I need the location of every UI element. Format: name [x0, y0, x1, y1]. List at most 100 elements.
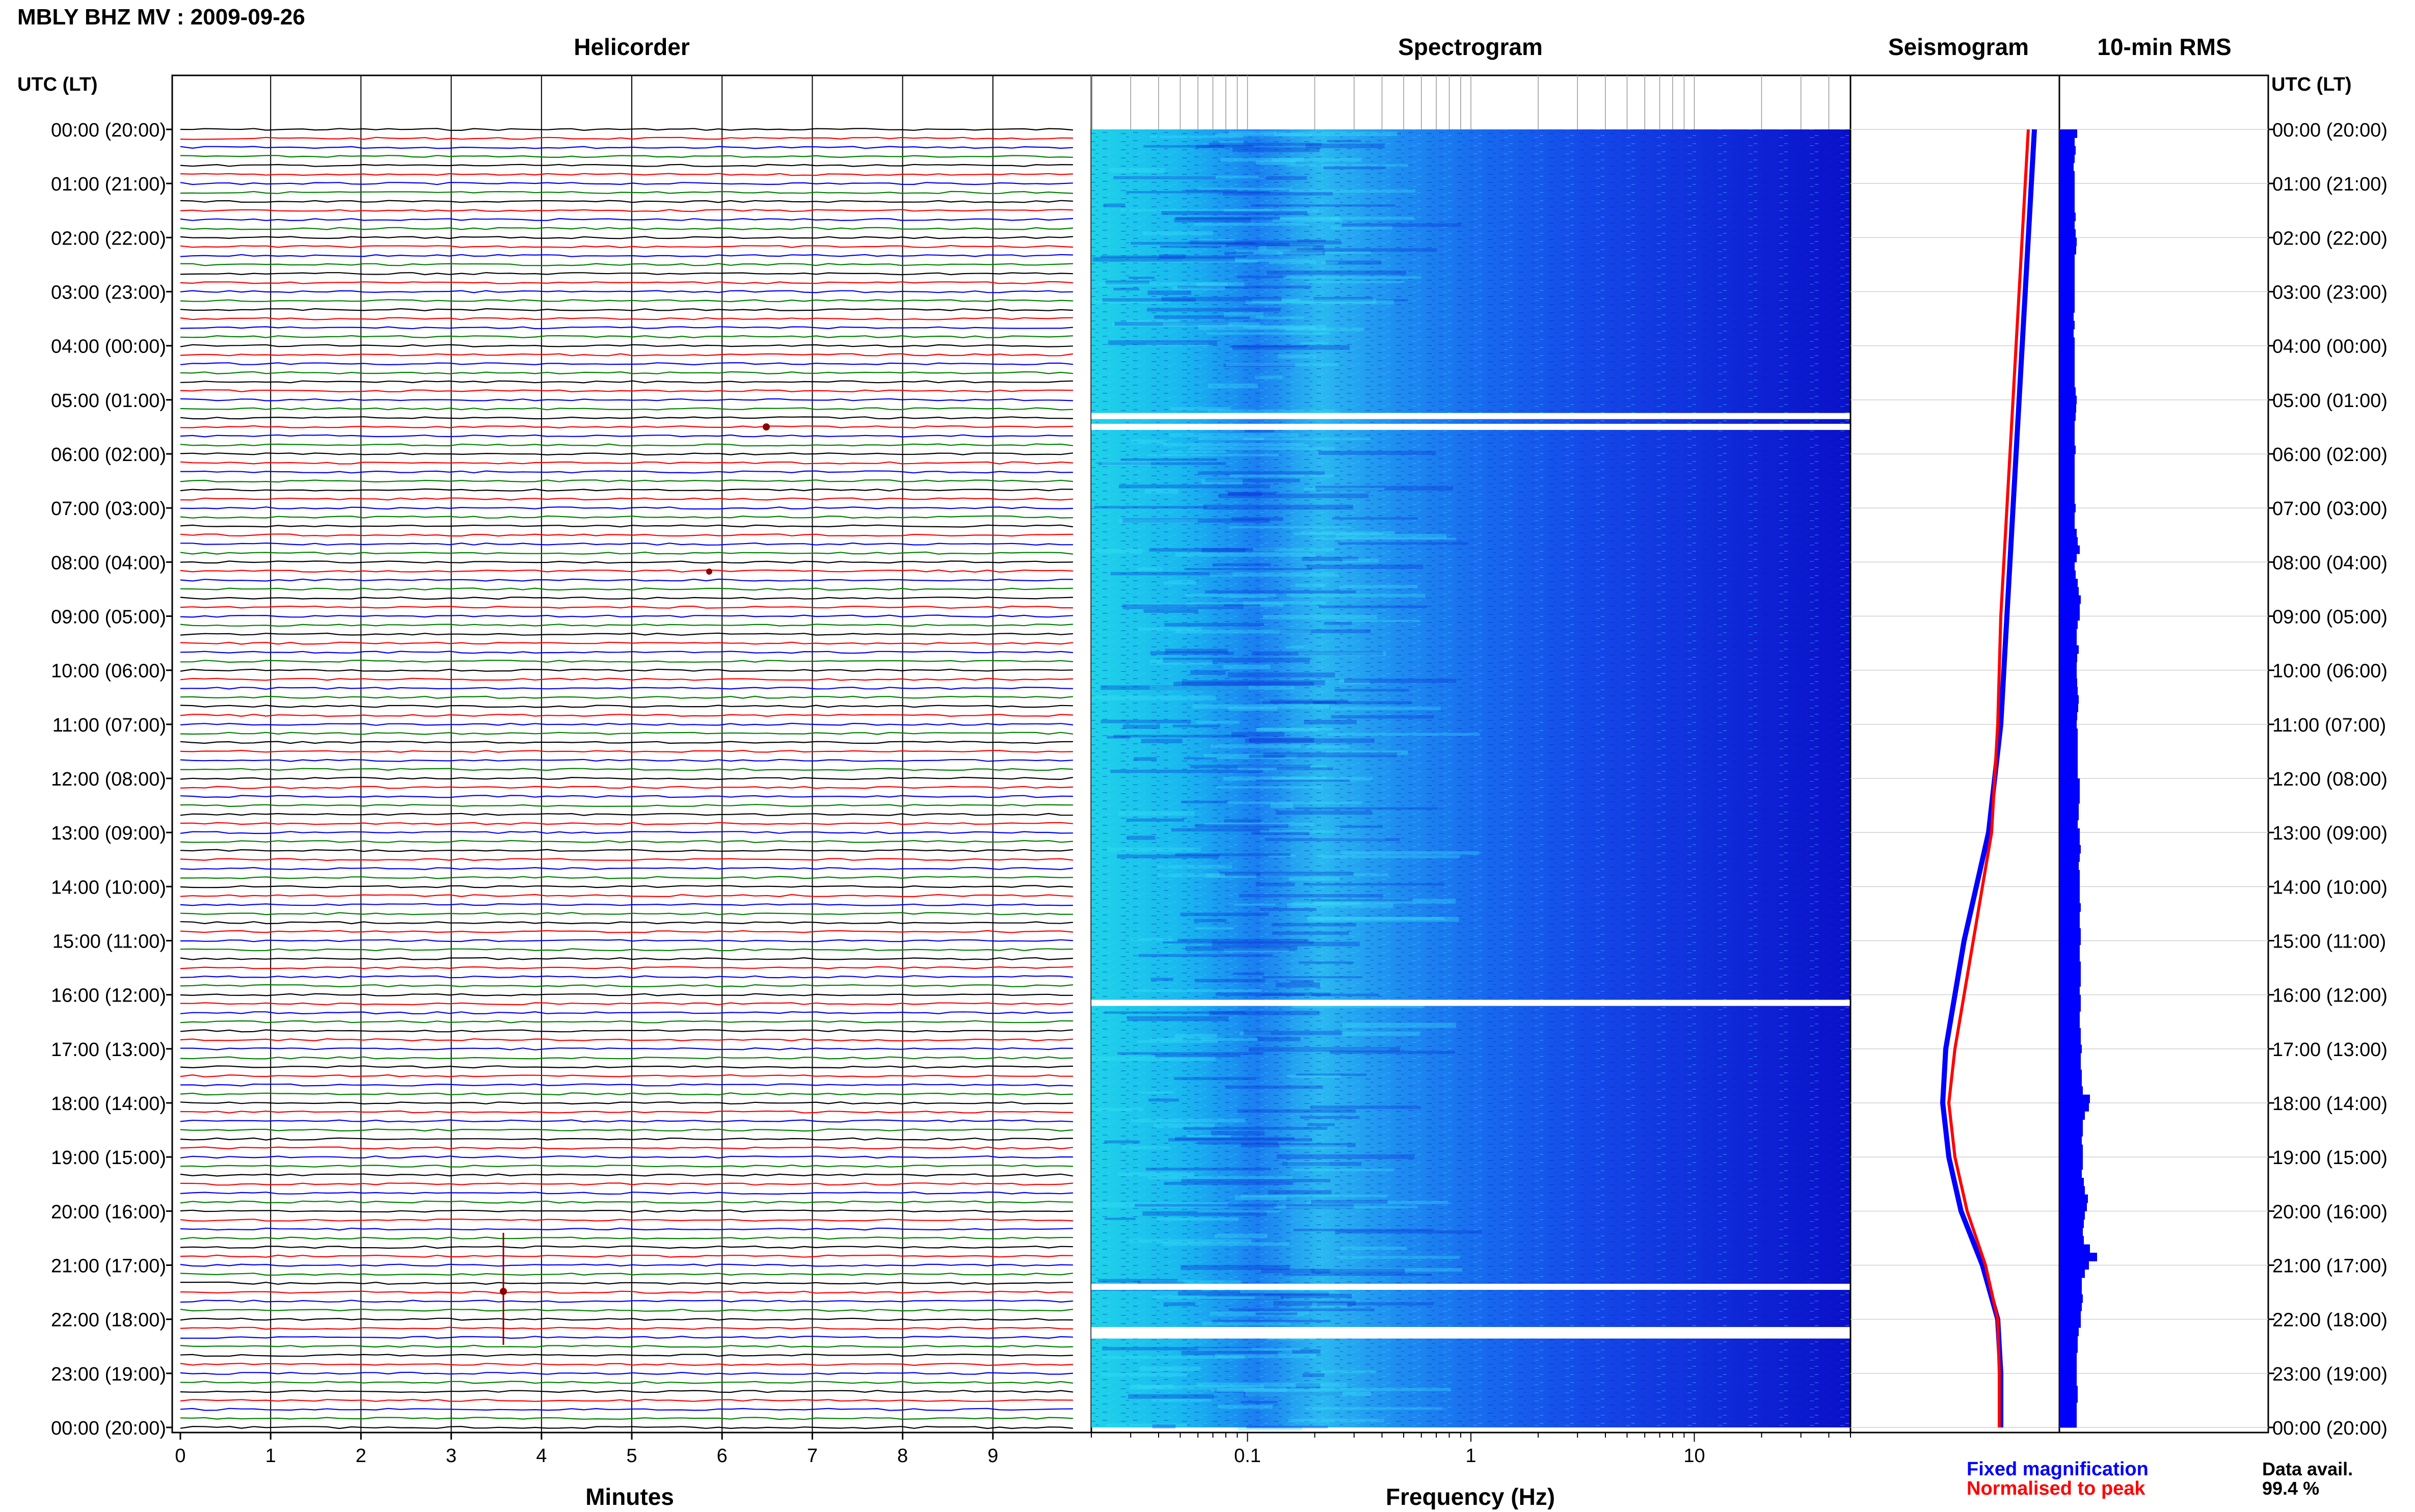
- data-avail-value: 99.4 %: [2262, 1478, 2319, 1499]
- rms-bar: [2059, 1244, 2090, 1253]
- spectrogram-band: [1272, 218, 1343, 222]
- spectrogram-band: [1237, 1427, 1302, 1430]
- rms-bar: [2059, 304, 2075, 313]
- spectrogram-band: [1260, 830, 1335, 833]
- spectrogram-band: [1241, 1143, 1356, 1147]
- hour-label-left: 09:00 (05:00): [51, 607, 166, 628]
- spectrogram-band: [1223, 209, 1319, 212]
- spectrogram-band: [1205, 478, 1300, 482]
- rms-bar: [2059, 1236, 2084, 1245]
- spectrogram-band: [1154, 315, 1256, 319]
- helicorder-trace: [180, 1381, 1074, 1384]
- spectrogram-band: [1268, 854, 1296, 857]
- helicorder-trace: [180, 128, 1074, 131]
- spectrogram-band: [1177, 1291, 1329, 1296]
- helicorder-trace: [180, 1417, 1074, 1420]
- rms-bar: [2059, 404, 2076, 413]
- spectrogram-band: [1215, 992, 1331, 996]
- spectrogram-band: [1153, 1123, 1215, 1128]
- spectrogram-band: [1204, 822, 1314, 826]
- spectrogram-band: [1262, 701, 1337, 704]
- spectrogram-band: [1211, 1389, 1319, 1392]
- helicorder-trace: [180, 867, 1074, 871]
- spectrogram-band: [1279, 629, 1371, 633]
- spectrogram-band: [1163, 657, 1310, 663]
- rms-title: 10-min RMS: [2097, 34, 2231, 60]
- helicorder-trace: [180, 1281, 1074, 1285]
- spectrogram-band: [1239, 894, 1384, 898]
- rms-bar: [2059, 354, 2075, 363]
- helicorder-trace: [180, 894, 1074, 898]
- spectrogram-band: [1215, 133, 1312, 137]
- rms-bar: [2059, 504, 2076, 512]
- rms-bar: [2059, 1328, 2079, 1336]
- spectrogram-band: [1182, 259, 1316, 262]
- helicorder-trace: [180, 425, 1074, 429]
- spectrogram-band: [1335, 534, 1447, 539]
- rms-bar: [2059, 895, 2080, 904]
- spectrogram-band: [1152, 1295, 1281, 1299]
- helicorder-trace: [180, 1335, 1074, 1339]
- minute-tick-label: 8: [897, 1445, 908, 1467]
- spectrogram-band: [1228, 801, 1362, 804]
- helicorder-panel: [171, 74, 1092, 1434]
- helicorder-trace: [180, 1038, 1074, 1042]
- spectrogram-band: [1198, 325, 1327, 330]
- spectrogram-band: [1170, 407, 1231, 411]
- spectrogram-band: [1245, 1391, 1371, 1396]
- helicorder-trace: [180, 1119, 1074, 1123]
- spectrogram-band: [1223, 776, 1327, 781]
- spectrogram-band: [1092, 257, 1235, 262]
- rms-bar: [2059, 595, 2081, 604]
- spectrogram-band: [1149, 685, 1295, 690]
- spectrogram-band: [1305, 143, 1385, 148]
- rms-bar: [2059, 295, 2075, 305]
- rms-bar: [2059, 629, 2077, 637]
- hour-label-left: 17:00 (13:00): [51, 1039, 166, 1061]
- spectrogram-band: [1311, 1268, 1405, 1274]
- spectrogram-band: [1255, 375, 1283, 380]
- spectrogram-band: [1255, 1312, 1298, 1315]
- helicorder-trace: [180, 443, 1074, 447]
- spectrogram-band: [1313, 537, 1456, 540]
- rms-bar: [2059, 237, 2077, 247]
- minute-tick-label: 9: [987, 1445, 998, 1467]
- helicorder-trace: [180, 1236, 1074, 1240]
- spectrogram-band: [1198, 1348, 1301, 1351]
- spectrogram-band: [1285, 327, 1364, 331]
- spectrogram-band: [1231, 517, 1283, 521]
- helicorder-trace: [180, 1300, 1074, 1303]
- rms-bar: [2059, 1386, 2078, 1395]
- minute-tick-label: 7: [807, 1445, 818, 1467]
- helicorder-trace: [180, 1371, 1074, 1375]
- spectrogram-band: [1293, 532, 1384, 535]
- hour-label-right: 16:00 (12:00): [2272, 985, 2387, 1007]
- spectrogram-band: [1276, 811, 1372, 815]
- spectrogram-band: [1174, 1034, 1217, 1039]
- spectrogram-band: [1318, 838, 1385, 841]
- hour-label-right: 21:00 (17:00): [2272, 1256, 2387, 1277]
- spectrogram-band: [1163, 941, 1314, 944]
- helicorder-trace: [180, 272, 1074, 276]
- spectrogram-band: [1108, 340, 1217, 345]
- helicorder-trace: [180, 245, 1074, 249]
- helicorder-trace: [180, 632, 1074, 636]
- rms-bar: [2059, 545, 2080, 554]
- helicorder-trace: [180, 975, 1074, 979]
- helicorder-trace: [180, 137, 1074, 140]
- spectrogram-band: [1211, 1130, 1265, 1136]
- rms-bar: [2059, 146, 2076, 155]
- rms-bar: [2059, 836, 2080, 846]
- helicorder-trace: [180, 1020, 1074, 1023]
- helicorder-event-mark: [500, 1288, 507, 1295]
- rms-bar: [2059, 1361, 2077, 1370]
- spectrogram-band: [1306, 1201, 1448, 1204]
- helicorder-trace: [180, 714, 1074, 717]
- spectrogram-band: [1196, 187, 1292, 191]
- spectrogram-band: [1282, 250, 1325, 255]
- helicorder-trace: [180, 840, 1074, 844]
- spectrogram-band: [1126, 835, 1156, 840]
- rms-bar: [2059, 1261, 2089, 1270]
- rms-bar: [2059, 878, 2080, 887]
- rms-bar: [2059, 1169, 2082, 1178]
